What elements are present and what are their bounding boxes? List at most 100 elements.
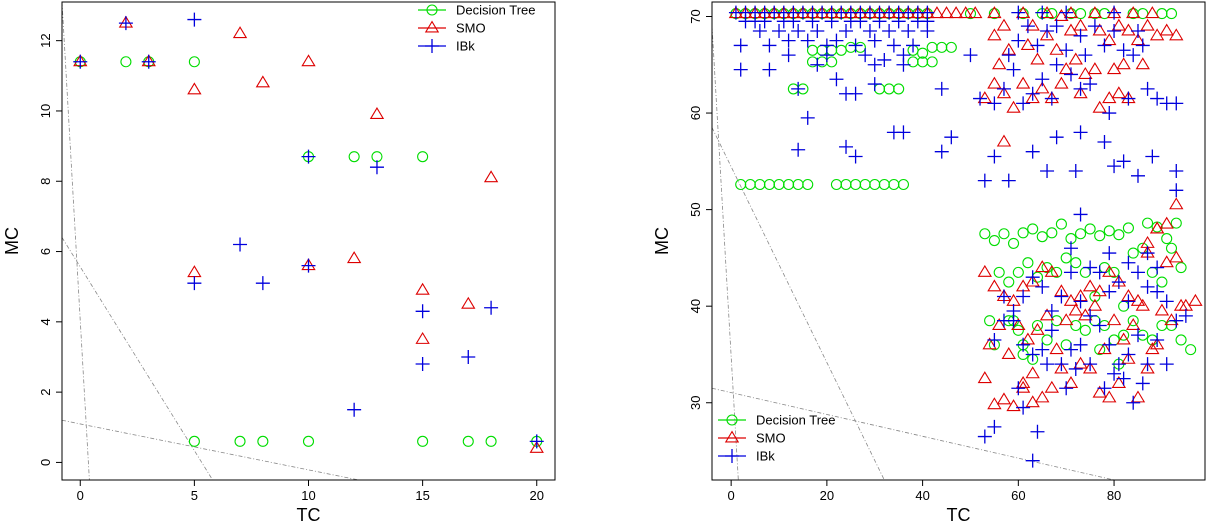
point-decision-tree [1051,315,1063,327]
point-decision-tree [1012,266,1024,278]
point-smo [1059,313,1074,326]
point-ibk [920,23,935,38]
point-ibk [1092,265,1107,280]
point-ibk [1006,62,1021,77]
y-tick-label: 2 [38,389,53,396]
point-decision-tree [873,83,886,95]
y-axis: 0 2 4 6 8 10 12 [38,33,62,466]
point-ibk [867,77,882,92]
point-ibk [1083,357,1098,372]
point-decision-tree [1137,8,1149,20]
point-ibk [1035,5,1050,20]
point-smo [1082,361,1098,374]
point-ibk [987,149,1002,164]
point-decision-tree [1079,266,1091,278]
point-decision-tree [1007,237,1020,249]
point-ibk [733,62,748,77]
point-ibk [1169,163,1184,178]
point-ibk [1068,163,1083,178]
legend-label: SMO [456,21,486,36]
point-smo [996,134,1012,147]
point-smo [301,54,316,67]
point-decision-tree [1022,257,1034,269]
point-decision-tree [1165,8,1178,20]
point-smo [1015,76,1031,89]
point-smo [1135,298,1150,311]
point-smo [1020,332,1036,345]
point-smo [1116,57,1131,70]
point-ibk [1107,159,1122,174]
point-ibk [1102,284,1117,299]
point-ibk [1135,376,1150,391]
point-ibk [862,23,877,38]
point-decision-tree [1098,8,1111,20]
point-smo [346,251,362,264]
point-ibk [791,81,806,96]
point-ibk [1063,67,1078,82]
point-ibk [484,300,499,315]
point-decision-tree [744,178,756,191]
point-smo [1126,6,1141,19]
point-ibk [800,110,815,125]
point-smo [1149,337,1165,350]
x-tick-label: 20 [530,488,544,503]
point-decision-tree [1055,218,1067,230]
point-ibk [301,258,316,273]
point-ibk [1116,371,1131,386]
point-smo [982,337,997,350]
point-smo [1140,361,1155,374]
point-ibk [1097,381,1112,396]
point-ibk [757,14,772,29]
point-ibk [1130,265,1145,280]
point-ibk [1068,361,1083,376]
point-ibk [1150,260,1165,275]
legend-label: Decision Tree [456,3,535,18]
point-ibk [1016,337,1031,352]
point-smo [996,18,1012,31]
point-ibk [829,33,844,48]
point-ibk [1130,328,1145,343]
series-smo [728,6,1203,412]
y-tick-label: 40 [688,299,703,313]
point-ibk [1140,81,1155,96]
x-axis: 0 20 40 60 80 [728,480,1121,503]
point-ibk [987,96,1002,111]
point-smo [1102,264,1117,277]
point-smo [1111,18,1127,31]
point-smo [1063,375,1079,388]
point-ibk [1150,91,1165,106]
point-smo [1054,361,1069,374]
point-ibk [896,125,911,140]
point-smo [1169,28,1184,41]
point-smo [1126,318,1141,331]
point-ibk [1054,289,1069,304]
point-ibk [819,48,834,63]
point-ibk [187,12,202,27]
x-tick-label: 60 [1011,488,1025,503]
plot-frame [61,1,556,481]
point-ibk [886,38,901,53]
y-tick-label: 12 [38,33,53,47]
point-decision-tree [1084,223,1096,235]
point-decision-tree [1122,222,1134,234]
point-ibk [944,130,959,145]
legend-marker-decision-tree [726,414,738,426]
point-ibk [977,429,992,444]
point-decision-tree [188,435,200,447]
point-ibk [1159,357,1174,372]
x-axis: 0 5 10 15 20 [77,480,544,503]
point-smo [461,296,476,309]
point-ibk [1001,48,1016,63]
point-ibk [996,289,1011,304]
series-smo [73,15,544,453]
legend-item-smo: SMO [718,431,786,446]
point-ibk [891,14,906,29]
point-ibk [1145,149,1160,164]
point-ibk [824,14,839,29]
point-decision-tree [993,266,1005,278]
point-decision-tree [926,41,938,53]
point-ibk [1040,23,1055,38]
point-decision-tree [1165,242,1178,254]
x-tick-label: 80 [1107,488,1121,503]
point-ibk [1150,284,1165,299]
